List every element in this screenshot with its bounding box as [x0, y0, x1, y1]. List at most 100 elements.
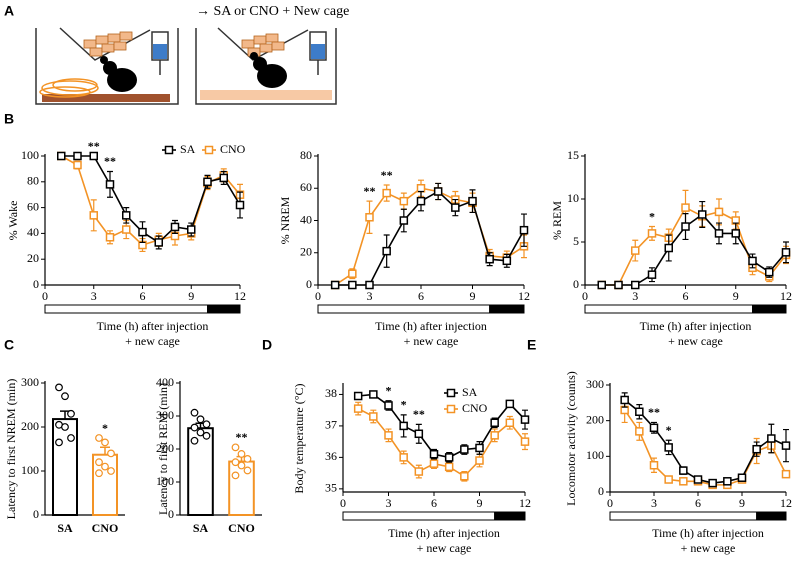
significance-mark: **: [381, 168, 393, 182]
light-phase-bar: [584, 304, 753, 314]
legend-label: SA: [180, 142, 196, 156]
data-point: [382, 188, 391, 198]
y-axis-label: % Wake: [6, 201, 20, 241]
data-point: [597, 280, 606, 290]
panel-label: E: [527, 337, 536, 353]
data-point: [460, 445, 469, 454]
data-point: [647, 229, 657, 238]
data-point: [679, 466, 688, 475]
data-point: [681, 203, 690, 212]
x-axis-label: Time (h) after injection: [97, 319, 209, 333]
data-point: [416, 184, 426, 193]
data-point: [620, 395, 629, 405]
x-tick-label: CNO: [92, 521, 119, 535]
data-point: [765, 267, 774, 277]
data-point: [731, 229, 740, 238]
y-axis-label: Latency to first REM (min): [156, 383, 170, 515]
y-tick-label: 38: [325, 386, 337, 400]
light-phase-bar: [609, 511, 758, 521]
data-point: [631, 246, 640, 255]
data-point: [237, 461, 246, 470]
data-point: [723, 477, 732, 486]
y-tick-label: 0: [168, 507, 174, 521]
x-tick-label: 0: [607, 496, 613, 510]
data-point: [348, 269, 357, 278]
significance-mark: *: [386, 383, 392, 397]
data-point: [243, 466, 252, 475]
x-tick-label: 6: [683, 289, 689, 303]
significance-mark: **: [648, 405, 660, 419]
y-tick-label: 37: [325, 418, 337, 432]
significance-mark: *: [102, 421, 108, 435]
bar: [52, 418, 78, 516]
y-tick-label: 0: [306, 277, 312, 291]
series-line: [334, 187, 525, 286]
data-point: [95, 434, 103, 442]
data-point: [243, 455, 252, 463]
significance-mark: **: [88, 139, 100, 153]
significance-mark: *: [666, 423, 672, 437]
data-point: [444, 462, 454, 472]
data-point: [468, 196, 477, 206]
panel-label: C: [4, 337, 14, 353]
x-axis-label: + new cage: [404, 334, 459, 348]
header-text: → SA or CNO + New cage: [196, 4, 349, 19]
x-tick-label: 0: [340, 496, 346, 510]
x-axis-label: Time (h) after injection: [640, 319, 752, 333]
significance-mark: **: [236, 430, 248, 444]
data-point: [399, 453, 408, 462]
x-tick-label: 12: [234, 289, 246, 303]
data-point: [444, 453, 454, 462]
y-tick-label: 40: [300, 212, 312, 226]
data-point: [122, 211, 131, 220]
data-point: [647, 270, 657, 279]
y-axis-label: % NREM: [278, 196, 292, 244]
x-tick-label: 6: [418, 289, 424, 303]
data-point: [664, 243, 673, 253]
dark-phase-bar: [494, 511, 526, 521]
light-phase-bar: [317, 304, 491, 314]
data-point: [714, 229, 724, 238]
panel-label: B: [4, 111, 14, 127]
y-axis-label: Locomotor activity (counts): [564, 371, 578, 506]
x-tick-label: 12: [518, 289, 530, 303]
y-tick-label: 15: [567, 148, 579, 162]
x-tick-label: SA: [57, 521, 73, 535]
x-axis-label: + new cage: [417, 541, 472, 555]
x-axis-label: Time (h) after injection: [375, 319, 487, 333]
legend-marker: [164, 145, 174, 155]
data-point: [95, 469, 103, 478]
y-tick-label: 100: [156, 474, 174, 488]
data-point: [781, 441, 791, 450]
data-point: [348, 280, 357, 290]
y-tick-label: 5: [573, 234, 579, 248]
x-tick-label: 0: [315, 289, 321, 303]
y-tick-label: 80: [27, 174, 39, 188]
significance-mark: **: [104, 154, 116, 168]
y-tick-label: 60: [27, 199, 39, 213]
data-point: [708, 478, 717, 488]
light-phase-bar: [342, 511, 496, 521]
data-point: [105, 233, 115, 242]
series-line: [601, 213, 787, 286]
data-point: [416, 196, 426, 206]
data-point: [433, 187, 443, 196]
y-axis-label: % REM: [550, 201, 564, 240]
data-point: [698, 210, 707, 219]
y-tick-label: 200: [21, 419, 39, 433]
data-point: [107, 449, 115, 458]
error-bar: [100, 446, 110, 455]
data-point: [384, 401, 393, 410]
dark-phase-bar: [207, 304, 241, 314]
x-tick-label: 12: [780, 289, 792, 303]
y-tick-label: 0: [573, 277, 579, 291]
x-axis-label: Time (h) after injection: [652, 526, 764, 540]
data-point: [187, 225, 196, 234]
data-point: [781, 248, 791, 257]
data-point: [679, 477, 688, 486]
data-point: [231, 458, 240, 467]
data-point: [664, 475, 673, 484]
y-tick-label: 20: [27, 251, 39, 265]
x-tick-label: 3: [651, 496, 657, 510]
